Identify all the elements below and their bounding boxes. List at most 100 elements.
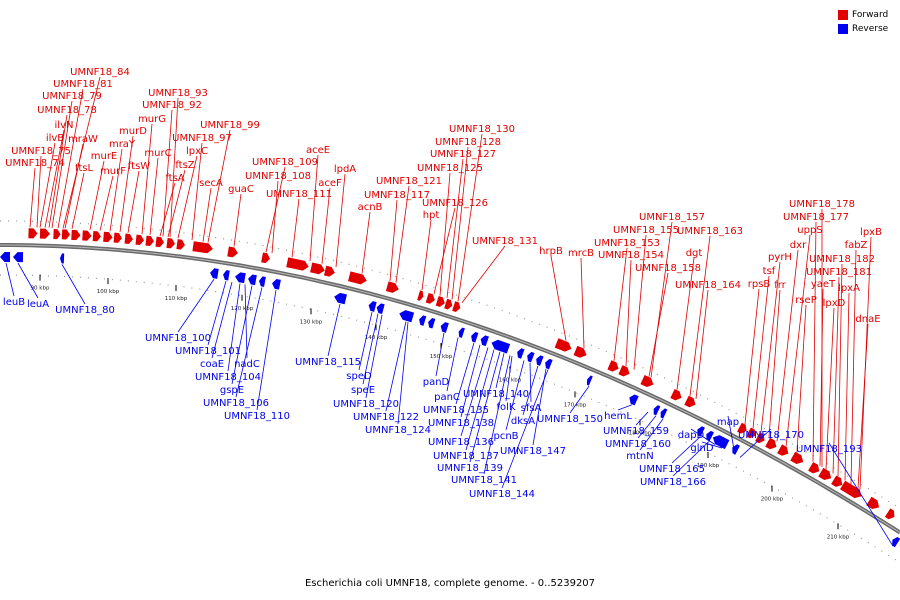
gene-label: dgt: [686, 248, 703, 259]
gene-label: guaC: [228, 184, 254, 195]
leader-line: [439, 172, 451, 296]
leader-line: [650, 221, 673, 378]
leader-line: [39, 142, 56, 228]
tick-label: 160 kbp: [499, 377, 522, 383]
reverse-gene-25: [586, 375, 593, 386]
reverse-gene-11: [368, 301, 377, 312]
forward-gene-33: [640, 375, 654, 388]
reverse-gene-26: [629, 394, 639, 406]
leader-line: [421, 219, 432, 291]
forward-gene-21: [323, 265, 335, 277]
leader-line: [483, 355, 511, 475]
forward-gene-7: [92, 231, 101, 242]
leader-line: [625, 259, 632, 367]
gene-label: UMNF18_166: [640, 477, 706, 488]
leader-line: [529, 362, 532, 403]
forward-gene-34: [670, 389, 682, 401]
leader-line: [227, 283, 241, 372]
leader-line: [469, 351, 501, 463]
leader-line: [61, 264, 86, 305]
gene-label: leuB: [3, 297, 25, 308]
leader-line: [648, 272, 669, 377]
reverse-gene-16: [440, 322, 449, 333]
leader-line: [256, 289, 277, 411]
leader-line: [812, 221, 817, 462]
forward-gene-13: [155, 236, 164, 248]
leader-line: [796, 304, 807, 453]
leader-line: [460, 344, 481, 418]
gene-label: speE: [351, 385, 375, 396]
leader-line: [617, 404, 633, 411]
genome-caption: Escherichia coli UMNF18, complete genome…: [304, 578, 596, 589]
gene-label: murC: [144, 148, 171, 159]
gene-label: UMNF18_136: [428, 437, 494, 448]
reverse-gene-17: [458, 327, 465, 338]
leader-line: [358, 312, 373, 371]
forward-gene-10: [124, 233, 133, 244]
forward-gene-36: [737, 422, 747, 434]
gene-label: UMNF18_75: [11, 146, 71, 157]
leader-line: [569, 385, 590, 414]
tick-label: 150 kbp: [430, 354, 453, 360]
leader-line: [550, 255, 567, 341]
reverse-gene-15: [428, 318, 436, 329]
forward-gene-23: [385, 281, 399, 293]
leader-line: [613, 247, 628, 361]
gene-label: UMNF18_97: [172, 133, 232, 144]
forward-gene-12: [145, 235, 154, 247]
gene-label: mrcB: [568, 248, 594, 259]
forward-gene-39: [765, 437, 777, 450]
gene-label: fabZ: [845, 240, 868, 251]
gene-label: UMNF18_81: [53, 79, 113, 90]
leader-line: [51, 100, 73, 229]
gene-label: UMNF18_163: [677, 226, 743, 237]
leader-line: [727, 415, 736, 455]
gene-label: yaeT: [811, 279, 836, 290]
tick-label: 190 kbp: [697, 463, 720, 469]
forward-gene-25: [425, 292, 435, 304]
leader-line: [321, 187, 331, 264]
gene-label: UMNF18_154: [598, 250, 664, 261]
gene-label: gspE: [220, 385, 244, 396]
gene-label: UMNF18_135: [423, 405, 489, 416]
leader-line: [819, 288, 824, 466]
reverse-gene-27: [653, 405, 661, 416]
leader-line: [57, 88, 84, 229]
gene-label: UMNF18_137: [433, 451, 499, 462]
gene-label: UMNF18_182: [809, 254, 875, 265]
gene-label: UMNF18_165: [639, 464, 705, 475]
reverse-gene-19: [480, 335, 489, 347]
gene-label: ftsA: [165, 173, 184, 184]
gene-label: UMNF18_138: [428, 418, 494, 429]
leader-line: [532, 368, 547, 446]
gene-label: hpt: [423, 210, 440, 221]
gene-label: UMNF18_157: [639, 212, 705, 223]
leader-line: [465, 349, 495, 451]
reverse-swatch: [838, 24, 848, 34]
reverse-gene-13: [399, 310, 415, 323]
reverse-gene-12: [376, 303, 385, 315]
gene-label: ftsW: [128, 161, 150, 172]
leader-line: [446, 337, 459, 392]
leader-line: [580, 257, 585, 349]
forward-gene-32: [618, 365, 630, 377]
leader-line: [271, 180, 279, 254]
gene-label: UMNF18_111: [266, 189, 332, 200]
gene-label: hemL: [604, 411, 632, 422]
leader-line: [785, 234, 811, 447]
reverse-gene-21: [517, 348, 525, 359]
gene-label: rseP: [795, 295, 817, 306]
leader-line: [844, 292, 850, 481]
leader-line: [235, 287, 263, 398]
leader-line: [701, 441, 723, 449]
leader-line: [385, 321, 407, 412]
gene-label: murF: [100, 166, 126, 177]
leader-line: [637, 415, 657, 439]
forward-gene-46: [866, 496, 880, 509]
reverse-gene-10: [334, 292, 348, 305]
gene-label: UMNF18_92: [142, 100, 202, 111]
leader-line: [5, 262, 15, 297]
leader-line: [522, 365, 539, 416]
leader-line: [244, 284, 248, 359]
forward-gene-27: [444, 298, 453, 310]
